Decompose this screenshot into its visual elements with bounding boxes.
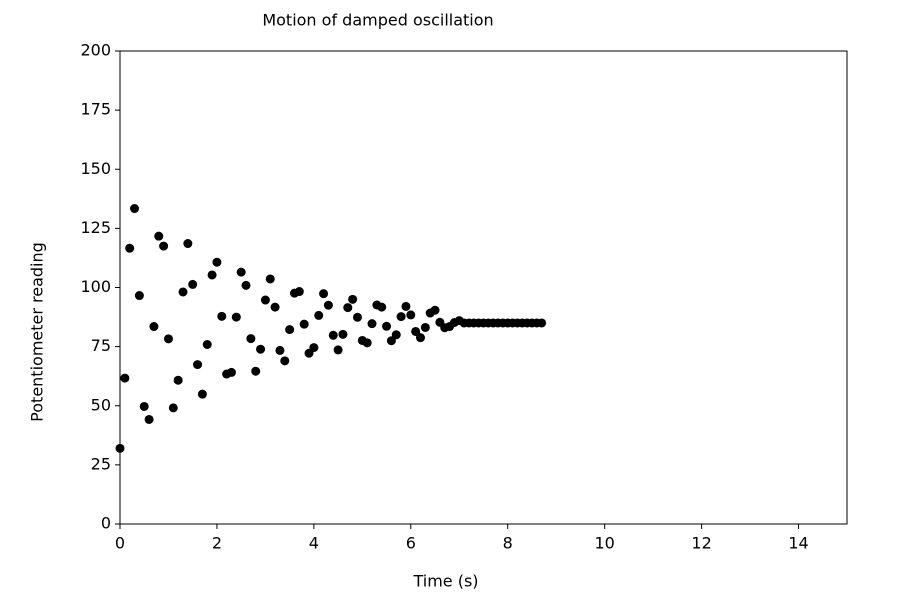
point [226,367,236,377]
point [183,239,193,249]
point [212,257,222,267]
y-tick-label: 125 [80,218,111,237]
point [367,319,377,329]
x-tick-label: 8 [503,534,513,553]
point [299,319,309,329]
point [309,343,319,353]
point [193,360,203,370]
point [265,274,275,284]
point [382,321,392,331]
x-tick-label: 6 [406,534,416,553]
point [115,443,125,453]
x-tick-label: 14 [788,534,808,553]
point [139,401,149,411]
point [328,330,338,340]
y-tick-label: 175 [80,100,111,119]
point [377,302,387,312]
y-tick-label: 25 [91,454,111,473]
point [159,241,169,251]
x-tick-label: 10 [594,534,614,553]
point [188,279,198,289]
point [178,287,188,297]
point [144,414,154,424]
point [236,267,246,277]
point [323,300,333,310]
y-tick-label: 0 [101,514,111,533]
point [420,322,430,332]
point [285,325,295,335]
point [130,204,140,214]
point [362,338,372,348]
x-tick-label: 4 [309,534,319,553]
point [275,345,285,355]
chart-title: Motion of damped oscillation [262,11,493,30]
point [134,291,144,301]
x-axis-label: Time (s) [412,572,478,591]
point [241,280,251,290]
point [207,270,217,280]
y-axis-label: Potentiometer reading [28,242,47,422]
point [231,312,241,322]
point [319,289,329,299]
point [333,345,343,355]
point [120,373,130,383]
point [401,301,411,311]
point [154,231,164,241]
point [246,334,256,344]
point [430,305,440,315]
y-tick-label: 50 [91,395,111,414]
point [537,318,547,328]
point [396,312,406,322]
point [168,403,178,413]
point [163,334,173,344]
point [260,295,270,305]
point [411,326,421,336]
point [217,311,227,321]
point [348,294,358,304]
point [406,310,416,320]
point [314,310,324,320]
point [125,243,135,253]
x-tick-label: 2 [212,534,222,553]
point [415,333,425,343]
point [352,312,362,322]
point [338,329,348,339]
point [294,287,304,297]
point [256,344,266,354]
point [251,366,261,376]
point [173,375,183,385]
point [197,389,207,399]
point [202,339,212,349]
y-tick-label: 150 [80,159,111,178]
x-tick-label: 12 [691,534,711,553]
x-tick-label: 0 [115,534,125,553]
point [391,330,401,340]
y-tick-label: 200 [80,41,111,60]
point [280,356,290,366]
point [343,303,353,313]
plot-frame [119,50,848,525]
y-tick-label: 100 [80,277,111,296]
y-tick-label: 75 [91,336,111,355]
point [270,302,280,312]
point [149,322,159,332]
